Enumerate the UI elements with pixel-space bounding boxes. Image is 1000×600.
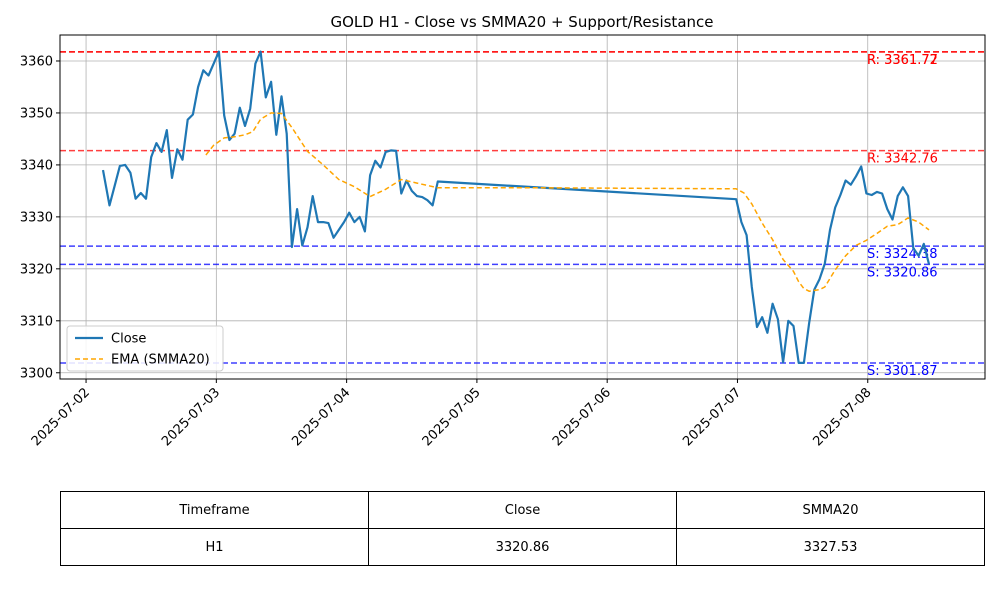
support-level-label: S: 3301.87 [867, 364, 938, 379]
y-tick-label: 3340 [20, 158, 53, 173]
resistance-level-label: R: 3342.76 [867, 152, 938, 167]
summary-table: Timeframe Close SMMA20 H1 3320.86 3327.5… [60, 491, 985, 566]
table-header-close: Close [368, 491, 677, 529]
plot-area: R: 3361.77R: 3361.72R: 3342.76S: 3324.38… [20, 34, 986, 449]
x-tick-label: 2025-07-02 [29, 385, 93, 449]
table-cell-timeframe: H1 [60, 528, 369, 566]
resistance-level-label: R: 3361.72 [867, 53, 938, 68]
table-header-timeframe: Timeframe [60, 491, 369, 529]
table-header-smma20: SMMA20 [676, 491, 985, 529]
x-tick-label: 2025-07-06 [550, 385, 614, 449]
close-series-line [101, 50, 931, 364]
x-tick-label: 2025-07-08 [811, 385, 875, 449]
table-header-row: Timeframe Close SMMA20 [60, 491, 985, 529]
legend-close-label: Close [111, 332, 146, 347]
support-level-label: S: 3320.86 [867, 265, 938, 280]
gold-h1-chart: GOLD H1 - Close vs SMMA20 + Support/Resi… [20, 13, 986, 449]
legend-box [66, 325, 224, 372]
table-cell-smma20: 3327.53 [676, 528, 985, 566]
x-tick-label: 2025-07-04 [289, 385, 353, 449]
y-tick-label: 3350 [20, 106, 53, 121]
table-cell-close: 3320.86 [368, 528, 677, 566]
y-tick-label: 3320 [20, 262, 53, 277]
plot-frame [59, 34, 986, 380]
chart-title: GOLD H1 - Close vs SMMA20 + Support/Resi… [330, 13, 713, 31]
y-tick-label: 3300 [20, 366, 53, 381]
y-tick-label: 3360 [20, 54, 53, 69]
x-tick-label: 2025-07-03 [159, 385, 223, 449]
table-row: H1 3320.86 3327.53 [60, 528, 985, 566]
y-tick-label: 3330 [20, 210, 53, 225]
legend-smma20-label: EMA (SMMA20) [111, 353, 210, 368]
x-tick-label: 2025-07-07 [680, 385, 744, 449]
resistance-level-label: R: 3361.77 [867, 53, 938, 68]
smma20-series-line [205, 112, 930, 292]
y-tick-label: 3310 [20, 314, 53, 329]
x-tick-label: 2025-07-05 [420, 385, 484, 449]
